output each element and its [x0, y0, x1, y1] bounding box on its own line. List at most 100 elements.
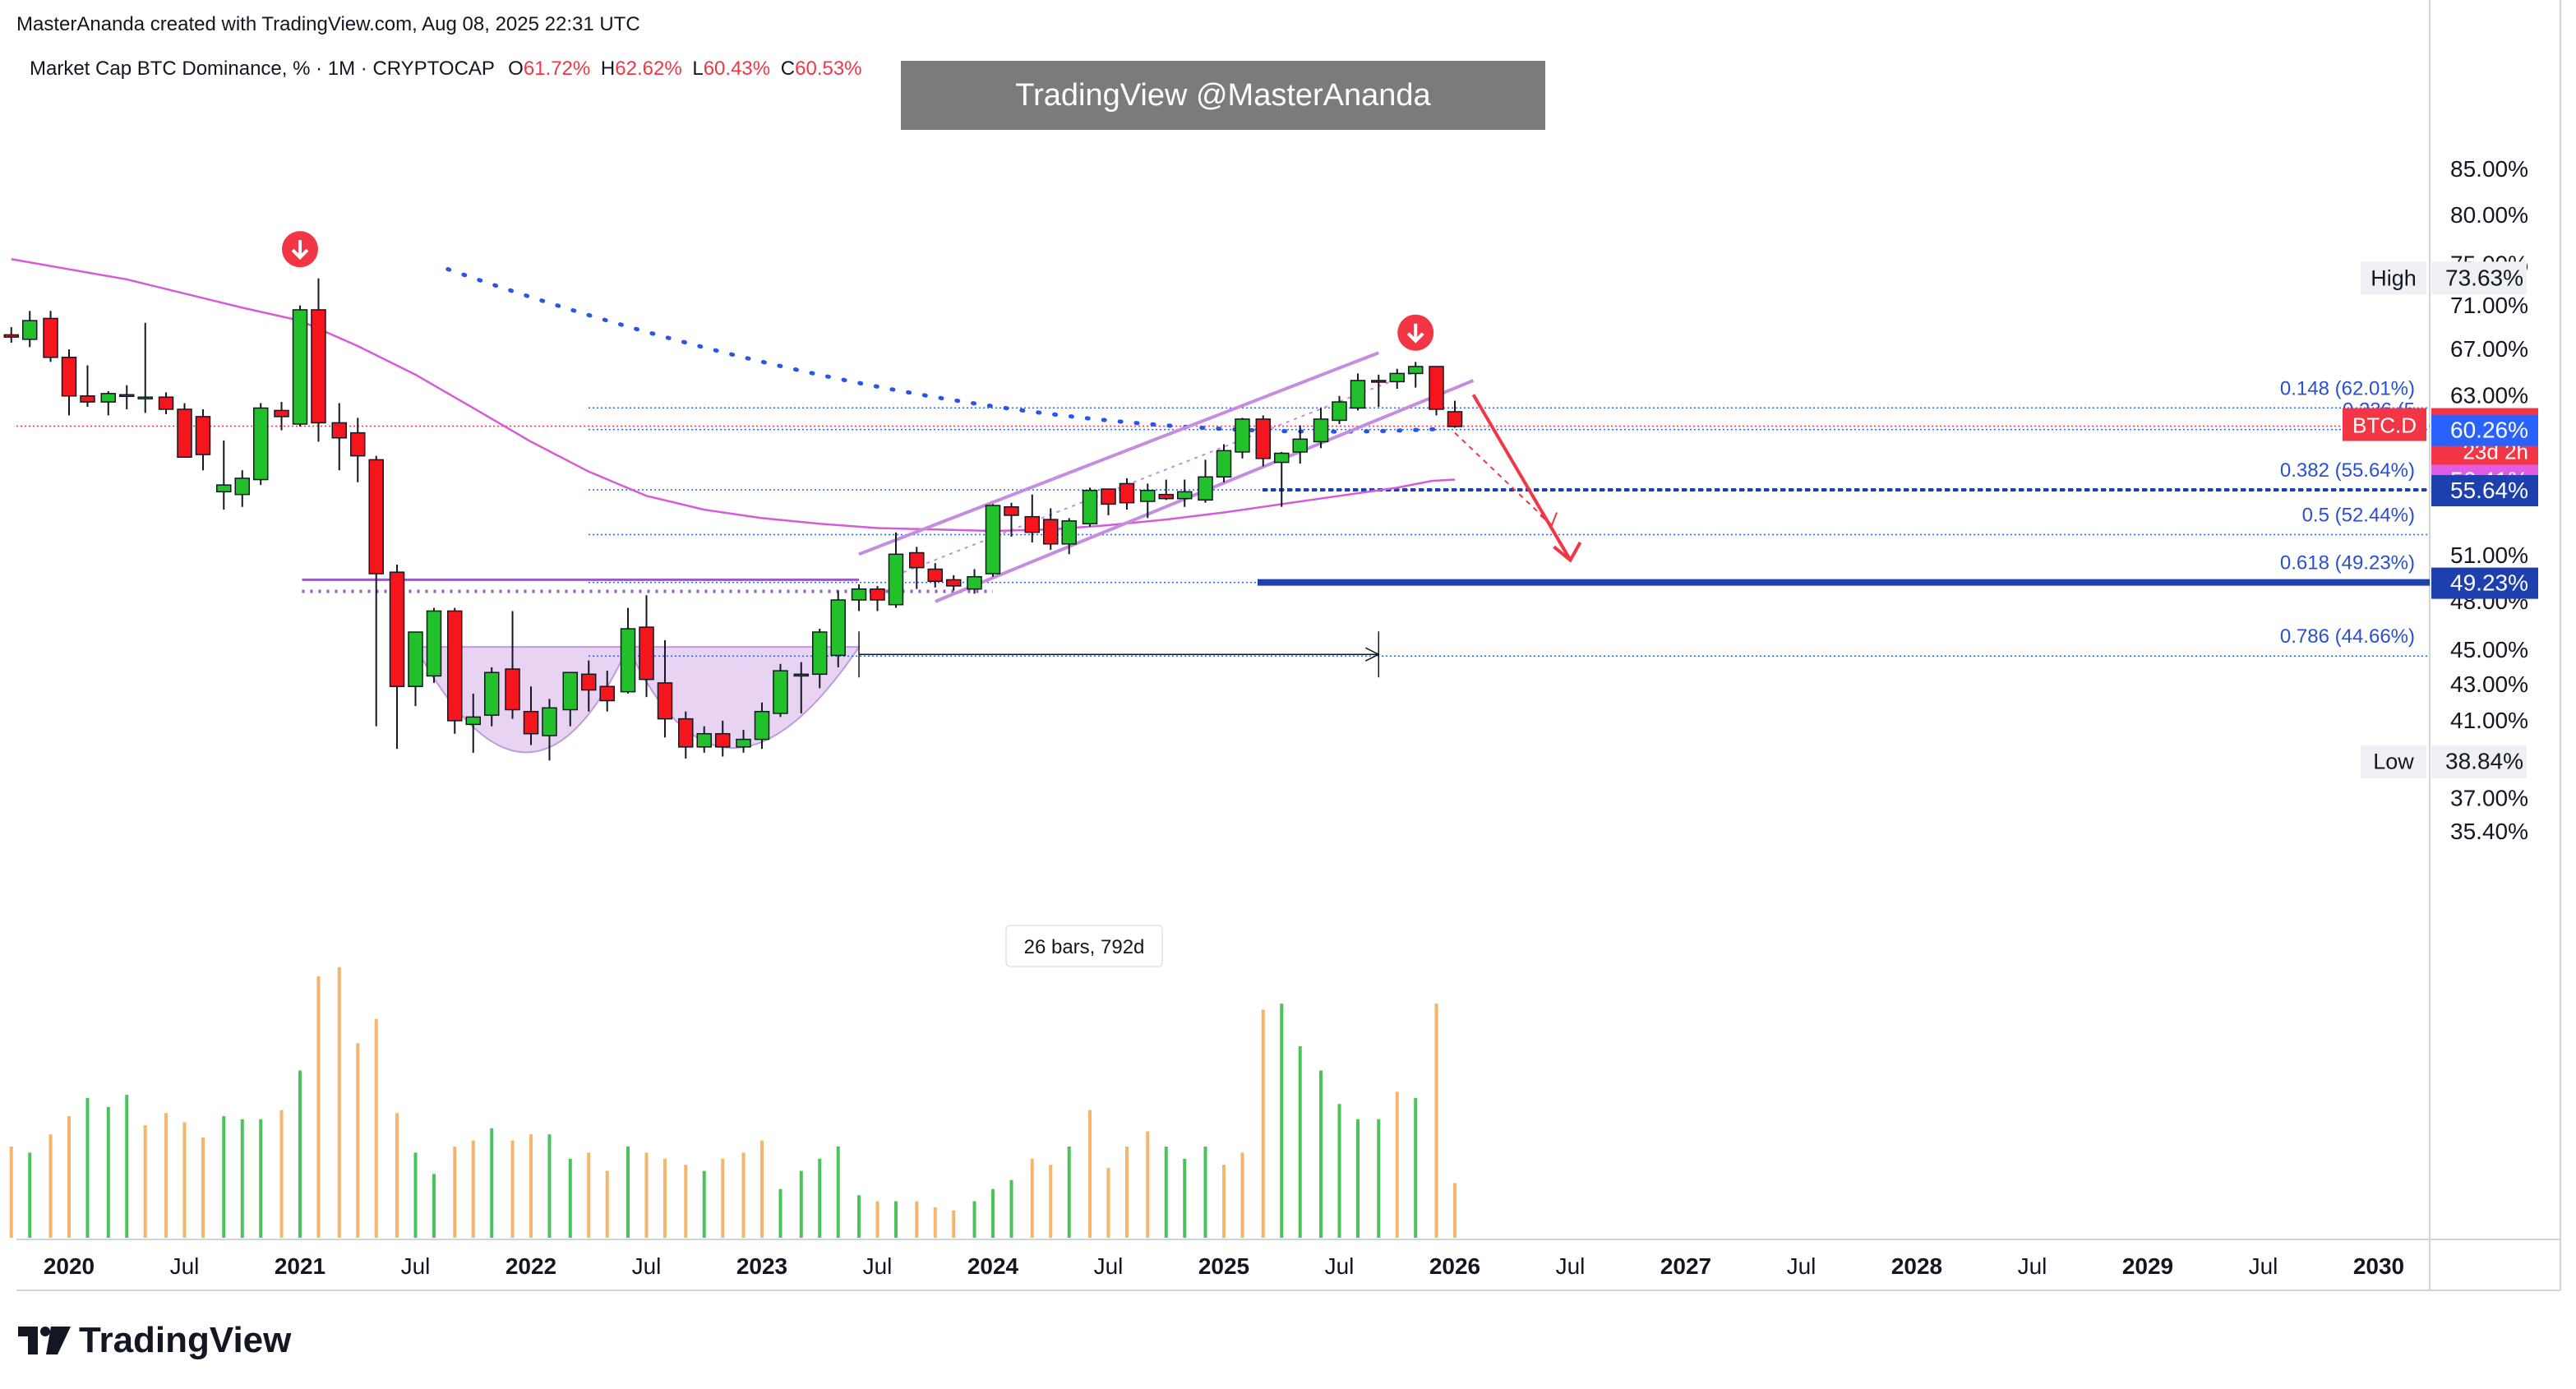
volume-bar [28, 1152, 32, 1238]
close-label: C [780, 58, 796, 80]
candle-body [1389, 372, 1405, 383]
price-label-value: 73.63% [2445, 265, 2523, 290]
candle-body [1447, 411, 1463, 427]
x-tick-label: Jul [2018, 1253, 2047, 1279]
candle-body [1216, 450, 1232, 478]
symbol-title: Market Cap BTC Dominance, % · 1M · CRYPT… [30, 58, 495, 80]
x-tick-label: Jul [632, 1253, 662, 1279]
y-tick-label: 67.00% [2450, 336, 2528, 362]
candle-body [812, 631, 828, 676]
x-tick-label: 2027 [1660, 1253, 1711, 1279]
volume-bar [1337, 1104, 1341, 1238]
candle-body [1292, 438, 1308, 453]
volume-bar [1319, 1070, 1323, 1238]
volume-bar [9, 1147, 13, 1238]
x-tick-label: 2022 [506, 1253, 556, 1279]
volume-bar [279, 1110, 284, 1238]
low-value: 60.43% [703, 58, 771, 80]
volume-bar [760, 1140, 764, 1238]
volume-bar [1261, 1009, 1265, 1238]
candle-body [216, 484, 232, 493]
y-tick-label: 71.00% [2450, 293, 2528, 318]
volume-bar [741, 1152, 746, 1238]
volume-bar [778, 1188, 782, 1238]
volume-bar [547, 1134, 552, 1238]
price-label-box [2431, 414, 2538, 446]
projection-arrowhead-dashed [1540, 512, 1558, 527]
volume-bar [1355, 1119, 1360, 1238]
volume-bar [529, 1134, 533, 1238]
candle-body [1332, 401, 1347, 422]
volume-bar [143, 1125, 147, 1238]
close-value: 60.53% [795, 58, 862, 80]
volume-bar [337, 967, 341, 1238]
x-tick-label: 2029 [2122, 1253, 2173, 1279]
candle-body [1004, 505, 1019, 516]
volume-bar [259, 1119, 263, 1238]
volume-bar [721, 1158, 725, 1238]
volume-bar [432, 1174, 436, 1238]
x-tick-label: 2021 [275, 1253, 325, 1279]
dotted-trend-curve [445, 267, 1439, 434]
y-tick-label: 85.00% [2450, 156, 2528, 182]
candle-body [888, 553, 904, 606]
fib-level-label: 0.618 (49.23%) [2280, 552, 2415, 575]
candle-body [350, 431, 366, 457]
volume-bar [915, 1201, 919, 1238]
y-tick-label: 43.00% [2450, 671, 2528, 697]
volume-bar [48, 1134, 53, 1238]
candle-body [119, 394, 135, 398]
x-tick-label: 2023 [736, 1253, 787, 1279]
volume-bar [1146, 1131, 1150, 1238]
channel-median [895, 369, 1421, 576]
candle-body [1119, 482, 1135, 504]
candle-body [696, 732, 712, 748]
price-tag-box [2361, 261, 2426, 295]
volume-bar [374, 1018, 378, 1238]
price-tag-label: High [2371, 265, 2417, 290]
tradingview-logo-icon [18, 1327, 71, 1354]
candle-body [311, 309, 326, 424]
volume-bar [1414, 1097, 1418, 1238]
volume-bar [568, 1158, 572, 1238]
y-tick-label: 35.40% [2450, 819, 2528, 844]
volume-bar [510, 1140, 515, 1238]
candle-body [505, 668, 520, 711]
volume-bar [356, 1043, 360, 1238]
candle-body [793, 673, 810, 677]
fib-level-label: 0.382 (55.64%) [2280, 459, 2415, 482]
price-label-box [2431, 475, 2538, 507]
candle-body [542, 707, 557, 736]
candle-body [1082, 489, 1098, 525]
open-value: 61.72% [523, 58, 591, 80]
price-label-value: 60.26% [2450, 418, 2528, 443]
x-tick-label: Jul [401, 1253, 431, 1279]
volume-bar [1377, 1119, 1381, 1238]
candle-body [562, 671, 579, 711]
author-credit: MasterAnanda created with TradingView.co… [16, 13, 640, 35]
volume-bar [1434, 1004, 1438, 1238]
x-tick-label: 2020 [44, 1253, 95, 1279]
volume-bar [836, 1147, 840, 1238]
tradingview-logo[interactable]: TradingView [18, 1320, 291, 1361]
x-tick-label: 2028 [1891, 1253, 1942, 1279]
volume-bar [222, 1116, 226, 1238]
volume-bar [67, 1116, 71, 1238]
volume-bar [626, 1147, 630, 1238]
candle-body [1429, 366, 1444, 410]
candle-body [177, 408, 192, 458]
down-arrow-icon [1406, 323, 1424, 344]
volume-bar [799, 1170, 803, 1238]
candle-body [714, 732, 731, 748]
volume-bar [1088, 1110, 1092, 1238]
high-label: H [600, 58, 616, 80]
candle-body [61, 357, 77, 397]
volume-bar [952, 1210, 956, 1238]
volume-bar [471, 1140, 475, 1238]
volume-bar [1240, 1152, 1244, 1238]
volume-bar [1453, 1183, 1457, 1238]
candle-body [137, 396, 153, 399]
price-label-value: 55.64% [2450, 478, 2528, 503]
y-tick-label: 51.00% [2450, 542, 2528, 568]
